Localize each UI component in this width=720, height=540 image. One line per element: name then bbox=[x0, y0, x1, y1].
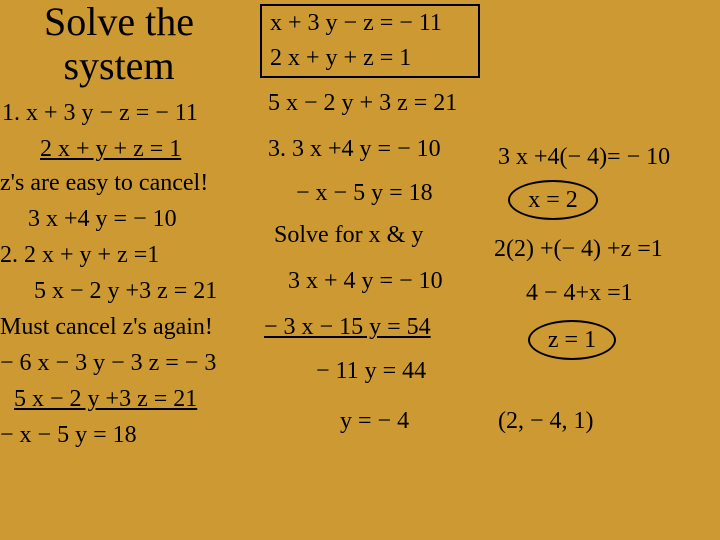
col3-l3: 2(2) +(− 4) +z =1 bbox=[494, 236, 663, 263]
col1-l1: 1. x + 3 y − z = − 11 bbox=[2, 100, 198, 127]
col1-l9: 5 x − 2 y +3 z = 21 bbox=[14, 386, 197, 413]
col1-l3: z's are easy to cancel! bbox=[0, 170, 208, 197]
box-eq2: 2 x + y + z = 1 bbox=[270, 45, 470, 72]
box-eq3: 5 x − 2 y + 3 z = 21 bbox=[268, 90, 457, 117]
col1-l10: − x − 5 y = 18 bbox=[0, 422, 137, 449]
col2-l4: 3 x + 4 y = − 10 bbox=[288, 268, 443, 295]
col1-l6: 5 x − 2 y +3 z = 21 bbox=[34, 278, 217, 305]
box-eq1: x + 3 y − z = − 11 bbox=[270, 10, 470, 37]
col2-l3: Solve for x & y bbox=[274, 222, 423, 249]
col2-l7: y = − 4 bbox=[340, 408, 409, 435]
col3-l2: x = 2 bbox=[528, 187, 578, 214]
col3-l6: (2, − 4, 1) bbox=[498, 408, 594, 435]
col1-l8: − 6 x − 3 y − 3 z = − 3 bbox=[0, 350, 216, 377]
col2-l5: − 3 x − 15 y = 54 bbox=[264, 314, 431, 341]
slide-title: Solve the system bbox=[14, 0, 224, 88]
col1-l7: Must cancel z's again! bbox=[0, 314, 213, 341]
title-line1: Solve the bbox=[14, 0, 224, 44]
col3-l4: 4 − 4+x =1 bbox=[526, 280, 633, 307]
equation-box: x + 3 y − z = − 11 2 x + y + z = 1 bbox=[260, 4, 480, 78]
oval-z: z = 1 bbox=[528, 320, 616, 360]
col1-l4: 3 x +4 y = − 10 bbox=[28, 206, 177, 233]
col3-l5: z = 1 bbox=[548, 327, 596, 354]
title-line2: system bbox=[14, 44, 224, 88]
col2-l2: − x − 5 y = 18 bbox=[296, 180, 433, 207]
col2-l1: 3. 3 x +4 y = − 10 bbox=[268, 136, 441, 163]
col2-l6: − 11 y = 44 bbox=[316, 358, 426, 385]
col1-l2: 2 x + y + z = 1 bbox=[40, 136, 181, 163]
col1-l5: 2. 2 x + y + z =1 bbox=[0, 242, 159, 269]
col3-l1: 3 x +4(− 4)= − 10 bbox=[498, 144, 670, 171]
oval-x: x = 2 bbox=[508, 180, 598, 220]
